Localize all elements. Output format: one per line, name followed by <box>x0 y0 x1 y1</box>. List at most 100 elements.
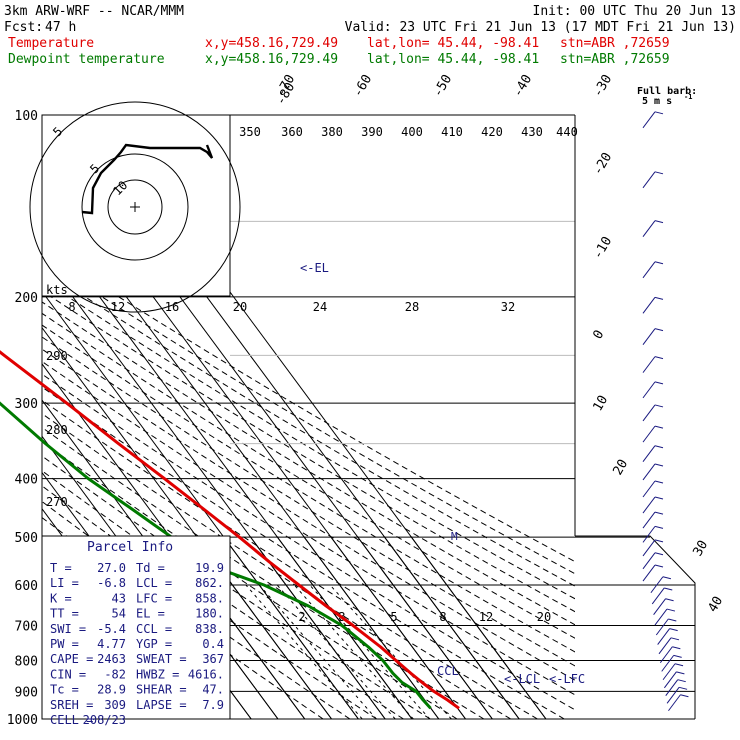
wind-barb-shaft-29 <box>664 671 677 689</box>
dry-adiabat-420 <box>42 290 575 613</box>
speed-label-8: 8 <box>68 300 75 314</box>
theta-label-4: 400 <box>401 125 423 139</box>
wind-barb-feather-4 <box>654 296 664 300</box>
wind-barbs <box>642 111 689 712</box>
parcel-row-5-value: 4.77 <box>97 637 126 651</box>
parcel-row-2-value: 43 <box>112 591 126 605</box>
isotherm-lower-0 <box>42 536 386 719</box>
pressure-label-100: 100 <box>15 109 38 124</box>
hodograph-ring-10 <box>29 101 241 313</box>
wind-barb-shaft-32 <box>668 694 681 712</box>
wind-barb-shaft-21 <box>653 598 666 616</box>
wind-barb-feather-6 <box>654 356 664 360</box>
theta-labels: 350 360 380 390 400 410 420 430 440 290 280 270 <box>46 125 578 509</box>
dry-adiabat-450 <box>42 257 575 575</box>
parcel-row-0-value: 27.0 <box>97 561 126 575</box>
wind-barb-feather-10 <box>654 445 664 449</box>
wind-barb-shaft-22 <box>654 608 668 626</box>
barb-key-exponent: -1 <box>684 93 692 101</box>
temperature-legend: Temperature <box>8 36 94 51</box>
parcel-row-1-key2: LCL = <box>136 576 172 590</box>
wind-barb-feather-28 <box>674 663 684 667</box>
isotherm-lower-50 <box>71 536 520 719</box>
header: 3km ARW-WRF -- NCAR/MMM Init: 00 UTC Thu… <box>4 4 736 107</box>
wind-barb-feather-24 <box>669 628 678 632</box>
parcel-row-8-key: Tc = <box>50 683 79 697</box>
isotherm-lower--20 <box>42 536 332 719</box>
barb-key-title: Full barb: <box>637 86 697 97</box>
speed-label-16: 16 <box>165 300 179 314</box>
wind-barb-shaft-9 <box>642 425 656 443</box>
wind-barb-shaft-13 <box>642 496 656 514</box>
hodograph-frame <box>41 114 231 297</box>
wind-barb-feather-5 <box>654 328 664 332</box>
wind-barb-feather-27 <box>673 654 682 658</box>
mixing-line-20 <box>329 584 452 719</box>
isotherm-label-6: -20 <box>590 150 615 178</box>
speed-label-12: 12 <box>111 300 125 314</box>
theta-side-280: 280 <box>46 423 68 437</box>
wind-barb-shaft-27 <box>661 655 675 672</box>
dry-adiabat-390 <box>42 324 575 653</box>
pressure-label-700: 700 <box>15 619 38 634</box>
speed-label-24: 24 <box>313 300 327 314</box>
parcel-row-7-value2: 4616. <box>188 667 224 681</box>
parcel-row-2-key: K = <box>50 591 72 605</box>
wind-barb-feather-30 <box>677 679 686 683</box>
wind-barb-feather-22 <box>666 608 676 612</box>
theta-label-6: 420 <box>481 125 503 139</box>
wind-barb-shaft-16 <box>642 539 656 557</box>
pressure-label-500: 500 <box>15 531 38 546</box>
wind-barb-shaft-17 <box>642 552 656 570</box>
wind-barb-feather-14 <box>654 511 664 515</box>
wind-barb-feather-13 <box>654 496 664 500</box>
parcel-row-9-value2: 7.9 <box>202 698 224 712</box>
hodograph: 5 5 10 kts <box>29 101 241 313</box>
isotherm-lower-10 <box>42 536 413 719</box>
pressure-label-900: 900 <box>15 685 38 700</box>
wind-barb-feather-15 <box>654 525 664 529</box>
parcel-row-8-key2: SHEAR = <box>136 683 187 697</box>
parcel-row-1-value: -6.8 <box>97 576 126 590</box>
hodograph-units: kts <box>46 283 68 297</box>
wind-barb-shaft-14 <box>642 511 656 529</box>
parcel-row-9-key: SREH = <box>50 698 93 712</box>
wind-barb-shaft-8 <box>642 404 656 422</box>
frame-right-lower <box>575 535 696 719</box>
speed-scale-labels: 8 12 16 20 24 28 32 <box>68 300 515 314</box>
parcel-row-0-value2: 19.9 <box>195 561 224 575</box>
wind-barb-shaft-20 <box>651 587 665 605</box>
temperature-line <box>0 350 460 710</box>
parcel-row-10-value: 208/23 <box>83 713 126 727</box>
point-latlon-dew: lat,lon= 45.44, -98.41 <box>367 52 539 67</box>
wind-barb-feather-19 <box>662 576 672 580</box>
dry-adiabat-330 <box>42 399 538 719</box>
dry-adiabat-300 <box>42 440 458 719</box>
wind-barb-shaft-28 <box>662 663 676 681</box>
profile-series <box>0 350 460 710</box>
wind-barb-feather-8 <box>654 404 664 408</box>
mixing-label-5: 5 <box>390 610 397 624</box>
parcel-row-4-key2: CCL = <box>136 622 172 636</box>
wind-barb-shaft-5 <box>642 328 656 345</box>
dry-adiabat-360 <box>42 360 575 696</box>
parcel-row-6-key: CAPE = <box>50 652 93 666</box>
wind-barb-feather-7 <box>654 381 664 385</box>
wind-barb-feather-11 <box>654 463 664 467</box>
wind-barb-feather-26 <box>672 646 681 650</box>
wind-barb-shaft-19 <box>650 576 664 594</box>
barb-key-units: 5 m s <box>642 96 672 107</box>
isotherm-label-1: 30 <box>690 538 711 559</box>
wind-barb-feather-31 <box>678 686 688 690</box>
dewpoint-line <box>0 401 432 710</box>
wind-barb-feather-2 <box>654 220 664 224</box>
theta-label-3: 390 <box>361 125 383 139</box>
parcel-row-1-value2: 862. <box>195 576 224 590</box>
isotherm-label-5: -10 <box>590 234 615 262</box>
parcel-row-3-value2: 180. <box>195 607 224 621</box>
parcel-row-5-key2: YGP = <box>136 637 172 651</box>
isotherm-label-0: 40 <box>705 594 726 615</box>
parcel-row-4-value2: 838. <box>195 622 224 636</box>
parcel-row-3-value: 54 <box>112 607 126 621</box>
